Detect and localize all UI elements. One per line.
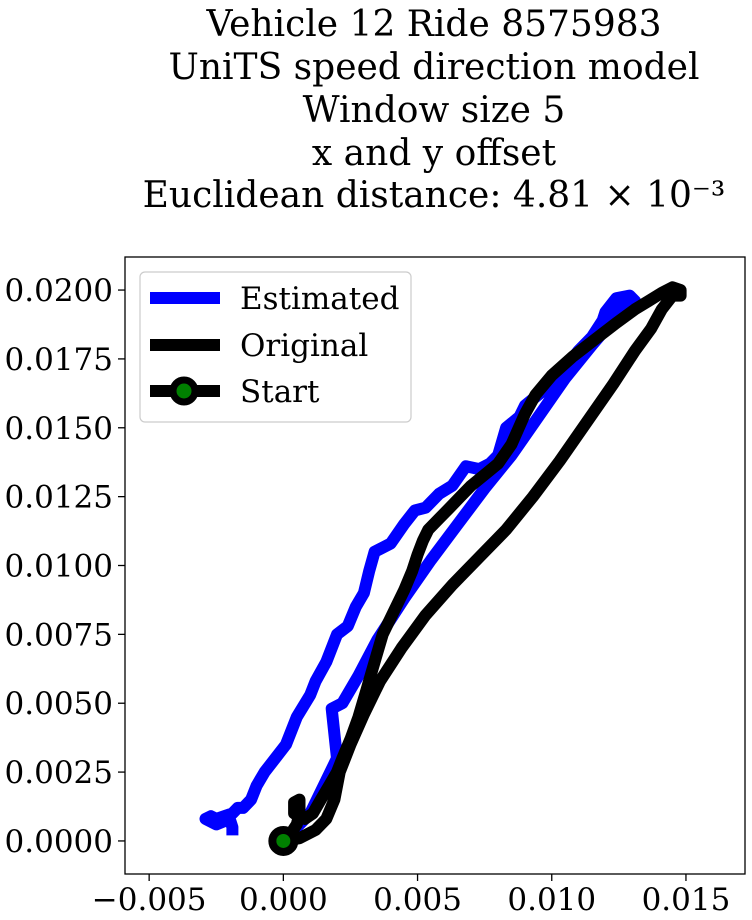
y-tick-label: 0.0000: [5, 824, 113, 860]
y-tick-label: 0.0200: [5, 273, 113, 309]
x-tick-label: −0.005: [92, 882, 207, 918]
legend: Estimated Original Start: [139, 271, 412, 423]
x-tick-label: 0.000: [239, 882, 328, 918]
title-line-5: Euclidean distance: 4.81 × 10⁻³: [143, 175, 726, 216]
y-tick-label: 0.0175: [5, 342, 113, 378]
series-line-estimated: [199, 289, 641, 846]
x-tick-label: 0.010: [507, 882, 596, 918]
series-layer: [199, 281, 687, 847]
x-tick-label: 0.005: [373, 882, 462, 918]
x-tick-label: 0.015: [642, 882, 731, 918]
series-line-original: [282, 281, 687, 847]
legend-label-start: Start: [240, 374, 320, 410]
legend-box: [139, 271, 412, 423]
y-axis: 0.0000 0.0025 0.0050 0.0075 0.0100 0.0125 0.01…: [5, 273, 125, 860]
title-line-3: Window size 5: [303, 90, 566, 131]
start-layer: [268, 825, 299, 856]
start-marker: [268, 825, 299, 856]
y-tick-label: 0.0050: [5, 686, 113, 722]
y-tick-label: 0.0150: [5, 411, 113, 447]
y-tick-label: 0.0075: [5, 617, 113, 653]
y-tick-label: 0.0025: [5, 755, 113, 791]
title-line-4: x and y offset: [312, 133, 557, 174]
legend-label-original: Original: [240, 328, 368, 364]
legend-swatch-start-marker: [169, 376, 199, 406]
title-line-2: UniTS speed direction model: [169, 47, 700, 88]
legend-label-estimated: Estimated: [240, 281, 399, 317]
y-tick-label: 0.0125: [5, 480, 113, 516]
chart-title: Vehicle 12 Ride 8575983 UniTS speed dire…: [143, 4, 726, 216]
y-tick-label: 0.0100: [5, 549, 113, 585]
title-line-1: Vehicle 12 Ride 8575983: [205, 4, 661, 45]
x-axis: −0.005 0.000 0.005 0.010 0.015: [92, 874, 731, 918]
